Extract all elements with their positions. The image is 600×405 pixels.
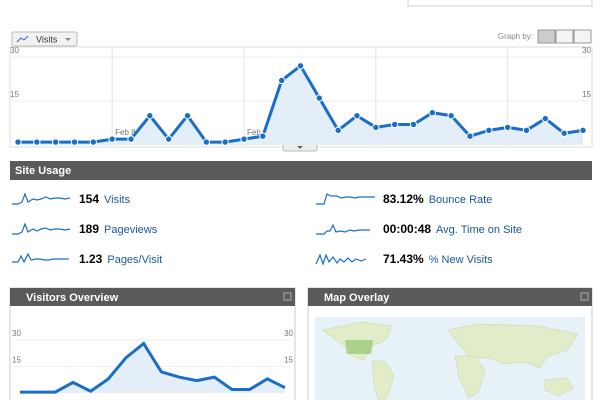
point — [353, 111, 361, 120]
point — [14, 138, 22, 146]
dropdown-arrow — [65, 38, 71, 41]
point — [277, 76, 286, 85]
point — [164, 135, 173, 143]
graph-by-label: Graph by: — [498, 32, 533, 41]
point — [89, 138, 98, 146]
x-tick-label: Feb 15 — [247, 128, 272, 137]
metric-value: 00:00:48 — [383, 222, 431, 236]
point — [466, 132, 474, 140]
point — [372, 123, 380, 132]
metric-link[interactable]: Pageviews — [104, 224, 158, 236]
y-tick-label: 30 — [12, 329, 21, 338]
point — [485, 126, 493, 135]
sparkline — [12, 192, 71, 205]
point — [522, 126, 531, 135]
visitors-header — [10, 288, 295, 306]
point — [315, 94, 324, 102]
sparkline — [12, 222, 71, 235]
line — [20, 341, 286, 394]
map-header — [308, 288, 592, 306]
y-tick-label: 15 — [10, 90, 19, 99]
point — [390, 120, 399, 129]
point — [579, 126, 587, 135]
sparkline — [316, 193, 375, 205]
point — [33, 138, 41, 146]
close-button[interactable] — [283, 292, 292, 301]
date-box[interactable] — [407, 0, 593, 7]
point — [428, 109, 437, 117]
visitors-title: Visitors Overview — [26, 292, 119, 304]
point — [409, 120, 418, 129]
point — [108, 135, 116, 143]
metric-link[interactable]: Pages/Visit — [107, 254, 162, 266]
handle-arrow — [297, 146, 303, 149]
sparkline — [12, 252, 69, 264]
metric-link[interactable]: Visits — [104, 194, 131, 206]
point — [127, 135, 135, 143]
point — [503, 123, 512, 132]
close-button[interactable] — [580, 292, 589, 301]
area — [18, 65, 583, 145]
point — [221, 138, 229, 146]
site-usage: 154 Visits 189 Pageviews 1.23 Pages/Visit 83.1… — [12, 192, 522, 266]
y-tick-label: 30 — [10, 46, 19, 55]
metric-value: 71.43% — [383, 252, 424, 266]
point — [70, 138, 79, 146]
point — [202, 138, 211, 146]
map-highlight — [345, 340, 373, 354]
map-title: Map Overlay — [324, 292, 390, 304]
graph-by-week[interactable] — [555, 29, 574, 44]
metric-link[interactable]: Bounce Rate — [429, 194, 493, 206]
metric-dropdown[interactable] — [11, 31, 78, 47]
metric-link[interactable]: Avg. Time on Site — [436, 224, 522, 236]
y-tick-label: 15 — [284, 356, 293, 365]
site-usage-title: Site Usage — [15, 165, 71, 177]
sparkline — [316, 223, 370, 235]
point — [146, 111, 154, 120]
point — [183, 111, 192, 120]
visitors-chart: 15 15 30 30 — [12, 329, 294, 394]
point — [541, 114, 550, 123]
site-usage-header — [10, 161, 592, 180]
metric-value: 189 — [79, 222, 99, 236]
metric-label: Visits — [36, 34, 58, 44]
sparkline — [315, 253, 367, 266]
point — [447, 111, 455, 120]
point — [51, 138, 60, 146]
x-tick-label: Feb 8 — [115, 128, 136, 137]
metric-link[interactable]: % New Visits — [429, 254, 493, 266]
point — [259, 132, 267, 140]
graph-by-day[interactable] — [537, 29, 556, 44]
metric-value: 1.23 — [79, 252, 103, 266]
y-tick-label: 30 — [284, 329, 293, 338]
y-tick-label: 15 — [582, 90, 591, 99]
point — [240, 135, 248, 143]
metric-value: 154 — [79, 192, 99, 206]
point — [296, 62, 305, 70]
point — [560, 129, 568, 137]
graph-by-month[interactable] — [573, 29, 592, 44]
metric-value: 83.12% — [383, 192, 424, 206]
y-tick-label: 30 — [582, 46, 591, 55]
metric-icon — [16, 35, 29, 43]
point — [334, 126, 342, 135]
y-tick-label: 15 — [12, 356, 21, 365]
